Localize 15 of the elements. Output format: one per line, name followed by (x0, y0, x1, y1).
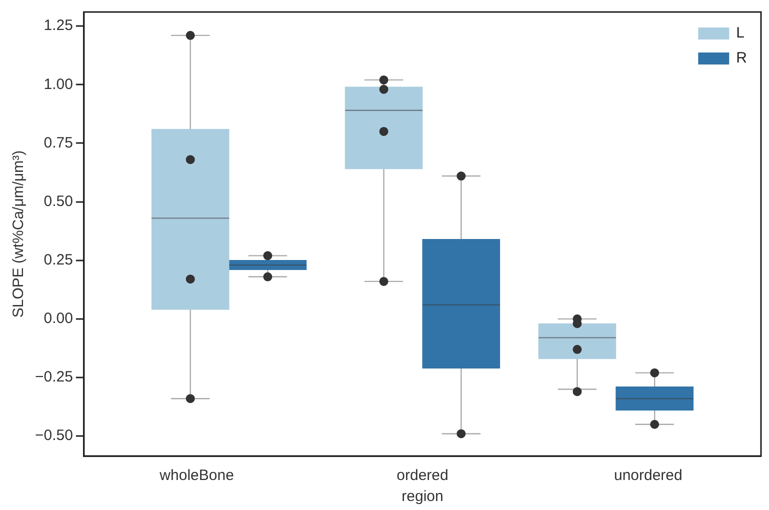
y-tick-label: −0.25 (34, 368, 73, 386)
x-tick-label: unordered (614, 467, 682, 484)
y-tick-label: 0.00 (44, 310, 73, 328)
y-tick-label: 0.50 (44, 192, 73, 210)
x-tick-label: ordered (396, 467, 448, 484)
legend-label: L (736, 24, 745, 42)
legend-label: R (736, 50, 748, 67)
y-tick-label: 1.00 (44, 76, 73, 93)
x-tick-label: wholeBone (158, 467, 234, 484)
y-tick-label: 0.25 (44, 252, 73, 268)
x-axis-title: region (402, 488, 444, 506)
y-axis-title: SLOPE (wt%Ca/μm/μm³) (10, 150, 28, 318)
y-tick-label: 0.75 (44, 134, 73, 152)
y-tick-label: −0.50 (34, 427, 73, 444)
y-tick-label: 1.25 (44, 17, 73, 34)
